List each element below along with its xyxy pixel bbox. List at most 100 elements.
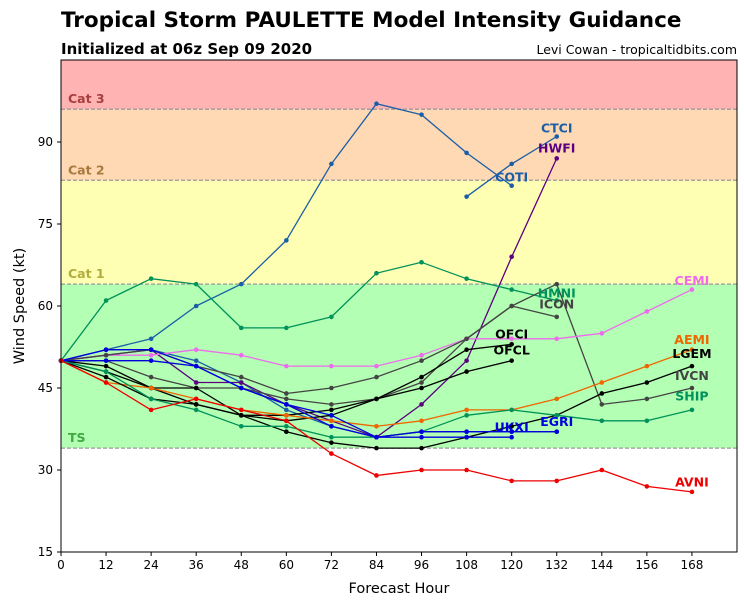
series-point-ship <box>329 434 334 440</box>
series-point-avni <box>193 396 199 402</box>
series-point-hmni <box>193 281 199 287</box>
x-tick-label: 144 <box>590 558 613 572</box>
label-ofci: OFCI <box>495 326 528 341</box>
series-point-hwfi <box>238 380 244 385</box>
series-point-coti <box>148 336 154 342</box>
series-point-hwfi <box>464 358 469 363</box>
chart-credit: Levi Cowan - tropicaltidbits.com <box>536 42 737 57</box>
series-point-aemi <box>644 363 650 369</box>
series-point-cemi <box>329 363 334 369</box>
series-point-cemi <box>238 352 244 358</box>
series-point-avni <box>689 489 695 495</box>
series-point-icon <box>599 402 605 407</box>
band-label-cat-1: Cat 1 <box>68 266 105 281</box>
series-point-ofci <box>464 347 469 353</box>
series-point-lgem <box>644 380 650 385</box>
series-point-hmni <box>284 325 289 331</box>
series-point-hmni <box>464 276 469 281</box>
series-line-hmni <box>60 261 557 362</box>
series-point-avni <box>599 467 605 473</box>
series-point-coti <box>374 101 379 107</box>
series-point-ship <box>464 413 469 418</box>
series-point-avni <box>374 473 379 478</box>
series-point-aemi <box>689 347 695 353</box>
series-point-ukxi <box>103 358 109 363</box>
series-point-egri <box>329 413 334 418</box>
series-point-ukxi <box>509 434 514 440</box>
intensity-bands: TS Cat 1 Cat 2 Cat 3 <box>61 60 737 449</box>
series-point-ship <box>644 418 650 424</box>
series-point-hmni <box>419 259 424 265</box>
band-label-cat-3: Cat 3 <box>68 91 105 106</box>
x-tick-label: 60 <box>279 558 294 572</box>
series-point-ship <box>689 407 695 413</box>
series-point-cemi <box>374 363 379 369</box>
label-lgem: LGEM <box>672 346 711 361</box>
series-point-ship <box>238 423 244 429</box>
x-tick-label: 0 <box>57 558 65 572</box>
series-point-aemi <box>464 407 469 413</box>
series-point-ship <box>103 369 109 374</box>
series-point-cemi <box>644 309 650 314</box>
series-point-cemi <box>599 331 605 336</box>
series-point-egri <box>374 434 379 440</box>
x-tick-label: 36 <box>189 558 204 572</box>
series-point-avni <box>284 418 289 424</box>
series-point-avni <box>419 467 424 473</box>
y-tick-label: 15 <box>38 545 53 559</box>
series-point-ship <box>509 407 514 413</box>
series-point-hmni <box>238 325 244 331</box>
series-point-ivcn <box>103 352 109 358</box>
band-label-ts: TS <box>68 430 86 445</box>
x-tick-label: 156 <box>635 558 658 572</box>
series-point-coti <box>509 183 514 189</box>
label-avni: AVNI <box>675 475 709 490</box>
series-point-coti <box>329 161 334 167</box>
label-egri: EGRI <box>540 414 573 429</box>
y-tick-label: 90 <box>38 135 53 149</box>
series-point-aemi <box>419 418 424 424</box>
x-tick-label: 132 <box>545 558 568 572</box>
series-point-avni <box>509 478 514 484</box>
series-point-avni <box>329 451 334 456</box>
series-point-egri <box>193 363 199 369</box>
series-point-avni <box>238 407 244 413</box>
series-point-hwfi <box>509 254 514 260</box>
series-point-ship <box>148 396 154 402</box>
series-point-lgem <box>689 363 695 369</box>
series-point-lgem <box>419 445 424 451</box>
label-ukxi: UKXI <box>495 419 529 434</box>
x-tick-label: 48 <box>234 558 249 572</box>
series-point-coti <box>419 112 424 117</box>
series-point-ivcn <box>464 336 469 342</box>
series-point-coti <box>284 238 289 243</box>
series-point-lgem <box>599 391 605 396</box>
series-ctci <box>464 134 560 199</box>
series-point-avni <box>103 380 109 385</box>
band-cat-3 <box>61 60 737 110</box>
series-point-lgem <box>103 374 109 380</box>
series-point-cemi <box>148 352 154 358</box>
series-line-egri <box>60 349 557 438</box>
series-point-ukxi <box>419 434 424 440</box>
series-point-ukxi <box>464 434 469 440</box>
series-point-ivcn <box>374 374 379 380</box>
series-point-ofci <box>193 385 199 391</box>
label-aemi: AEMI <box>674 332 709 347</box>
chart-subtitle: Initialized at 06z Sep 09 2020 <box>61 40 313 58</box>
series-point-hwfi <box>419 402 424 407</box>
series-point-coti <box>464 150 469 156</box>
series-point-hmni <box>509 287 514 292</box>
x-tick-label: 12 <box>98 558 113 572</box>
x-axis-label: Forecast Hour <box>349 581 450 597</box>
label-hwfi: HWFI <box>538 141 575 156</box>
series-point-cemi <box>284 363 289 369</box>
y-axis-label: Wind Speed (kt) <box>12 248 28 365</box>
series-point-aemi <box>148 385 154 391</box>
x-tick-label: 120 <box>500 558 523 572</box>
series-point-lgem <box>238 413 244 418</box>
chart-title: Tropical Storm PAULETTE Model Intensity … <box>61 8 682 33</box>
series-point-ofcl <box>419 385 424 391</box>
series-point-aemi <box>554 396 560 402</box>
series-point-ofci <box>509 341 514 347</box>
